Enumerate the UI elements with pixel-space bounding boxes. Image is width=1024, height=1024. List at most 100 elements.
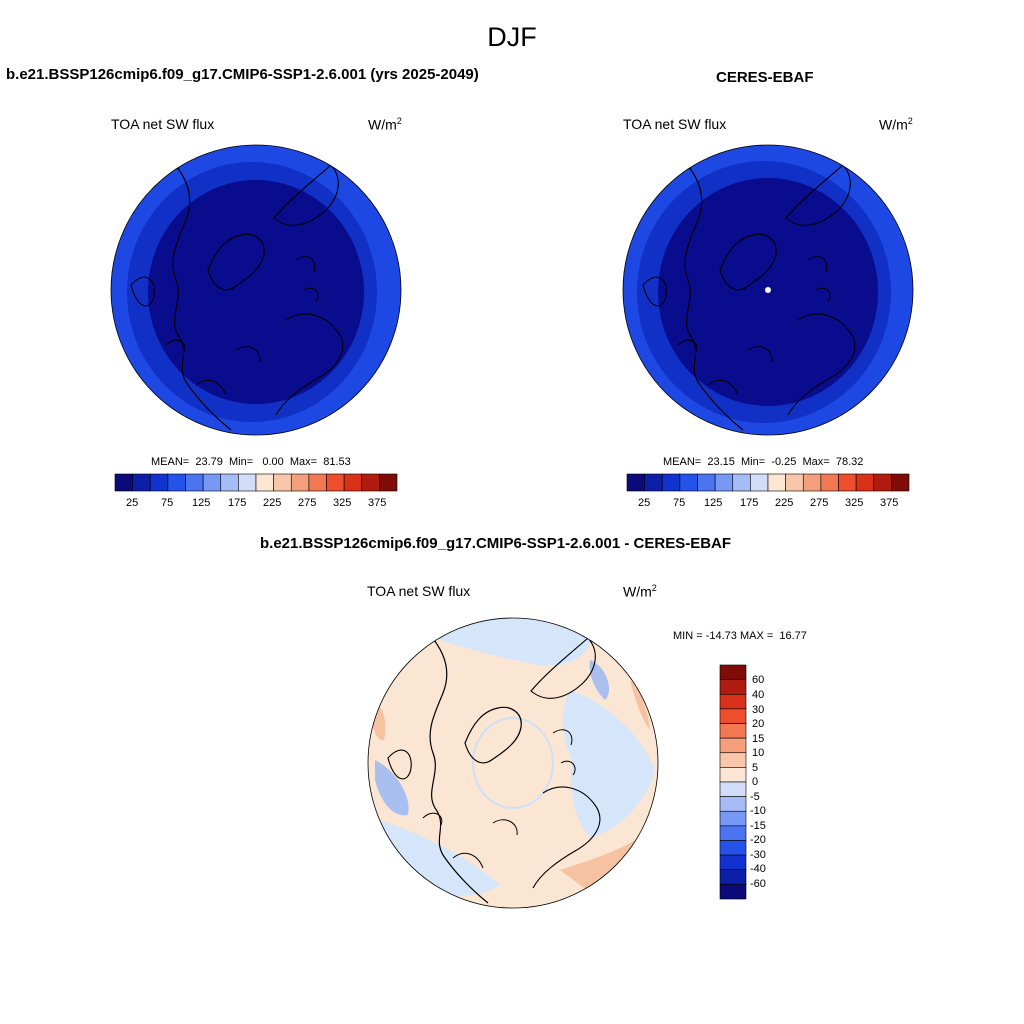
colorbar-swatch	[802, 473, 822, 492]
colorbar-swatch	[750, 473, 769, 492]
panel1-stats: MEAN= 23.79 Min= 0.00 Max= 81.53	[151, 456, 351, 468]
cbar3-tick: -60	[750, 878, 766, 890]
colorbar-swatch	[719, 708, 747, 724]
panel1-title: b.e21.BSSP126cmip6.f09_g17.CMIP6-SSP1-2.…	[6, 66, 479, 83]
cbar3-tick: 0	[752, 776, 759, 788]
diff-positive-field	[368, 618, 658, 908]
panel3-units: W/m2	[623, 583, 657, 600]
colorbar-swatch	[719, 693, 747, 710]
colorbar-swatch	[719, 884, 747, 900]
diff-negative-north	[440, 618, 592, 666]
cbar3-tick: -15	[750, 820, 766, 832]
colorbar-swatch	[679, 473, 698, 492]
colorbar-swatch	[785, 473, 804, 492]
colorbar-swatch	[361, 473, 380, 492]
cbar1-tick: 25	[126, 497, 139, 509]
panel2-pole-gap	[765, 287, 771, 293]
panel2-field-label: TOA net SW flux	[623, 116, 727, 132]
cbar3-tick: 60	[752, 674, 765, 686]
cbar3-tick: 5	[752, 762, 759, 774]
panel1-field-label: TOA net SW flux	[111, 116, 215, 132]
colorbar-swatch	[308, 473, 327, 492]
cbar3-tick: -40	[750, 863, 766, 875]
panel3-map-border	[367, 617, 659, 909]
cbar2-tick: 125	[704, 497, 723, 509]
panel1-map-border	[110, 144, 402, 436]
colorbar-swatch	[697, 473, 716, 492]
colorbar-swatch	[220, 473, 239, 492]
panel1-inner-band	[148, 180, 364, 404]
cbar1-tick: 375	[368, 497, 387, 509]
colorbar-swatch	[255, 473, 274, 492]
panel1-units: W/m2	[368, 116, 402, 133]
cbar2-tick: 25	[638, 497, 651, 509]
colorbar-swatch	[767, 473, 786, 492]
cbar2-tick: 75	[673, 497, 686, 509]
colorbar-swatch	[132, 473, 151, 492]
cbar2-tick: 375	[880, 497, 899, 509]
diff-warm-patch-east	[630, 680, 650, 730]
panel2-colorbar	[626, 473, 910, 492]
colorbar-swatch	[714, 473, 734, 492]
colorbar-swatch	[719, 781, 747, 797]
panel2-map	[622, 144, 914, 436]
cbar1-tick: 175	[228, 497, 247, 509]
colorbar-swatch	[379, 473, 398, 492]
panel3-map	[367, 617, 659, 909]
cbar3-tick: -30	[750, 849, 766, 861]
cbar3-tick: 10	[752, 747, 765, 759]
colorbar-swatch	[185, 473, 204, 492]
diff-polar-ring	[472, 717, 554, 809]
colorbar-swatch	[202, 473, 222, 492]
cbar2-tick: 175	[740, 497, 759, 509]
colorbar-swatch	[732, 473, 751, 492]
colorbar-swatch	[167, 473, 186, 492]
colorbar-swatch	[290, 473, 310, 492]
colorbar-swatch	[149, 473, 169, 492]
colorbar-swatch	[719, 869, 747, 885]
panel3-stats: MIN = -14.73 MAX = 16.77	[673, 630, 807, 642]
cbar3-tick: 30	[752, 704, 765, 716]
panel2-map-border	[622, 144, 914, 436]
cbar3-tick: 20	[752, 718, 765, 730]
colorbar-swatch	[719, 810, 747, 827]
colorbar-swatch	[719, 796, 747, 812]
diff-cool-patch-east	[589, 660, 610, 700]
cbar2-tick: 225	[775, 497, 794, 509]
colorbar-swatch	[719, 840, 747, 856]
diff-colorbar	[719, 664, 747, 900]
colorbar-swatch	[855, 473, 875, 492]
cbar2-tick: 275	[810, 497, 829, 509]
colorbar-swatch	[719, 664, 747, 680]
colorbar-swatch	[719, 737, 747, 754]
colorbar-swatch	[114, 473, 133, 492]
cbar3-tick: -10	[750, 805, 766, 817]
cbar3-tick: -5	[750, 791, 760, 803]
colorbar-swatch	[626, 473, 645, 492]
colorbar-swatch	[838, 473, 857, 492]
colorbar-swatch	[326, 473, 345, 492]
cbar1-tick: 325	[333, 497, 352, 509]
colorbar-swatch	[644, 473, 663, 492]
cbar1-tick: 75	[161, 497, 174, 509]
panel3-field-label: TOA net SW flux	[367, 583, 471, 599]
colorbar-swatch	[719, 767, 747, 783]
colorbar-swatch	[273, 473, 292, 492]
colorbar-swatch	[719, 679, 747, 695]
panel2-stats: MEAN= 23.15 Min= -0.25 Max= 78.32	[663, 456, 864, 468]
cbar2-tick: 325	[845, 497, 864, 509]
cbar1-tick: 125	[192, 497, 211, 509]
colorbar-swatch	[719, 752, 747, 768]
colorbar-swatch	[873, 473, 892, 492]
colorbar-swatch	[238, 473, 257, 492]
season-title: DJF	[487, 22, 537, 52]
panel3-title: b.e21.BSSP126cmip6.f09_g17.CMIP6-SSP1-2.…	[260, 535, 732, 552]
cbar3-tick: 40	[752, 689, 765, 701]
diff-negative-east	[562, 690, 655, 838]
cbar3-tick: 15	[752, 733, 765, 745]
panel2-units: W/m2	[879, 116, 913, 133]
colorbar-swatch	[820, 473, 839, 492]
colorbar-swatch	[719, 854, 747, 871]
panel1-colorbar	[114, 473, 398, 492]
